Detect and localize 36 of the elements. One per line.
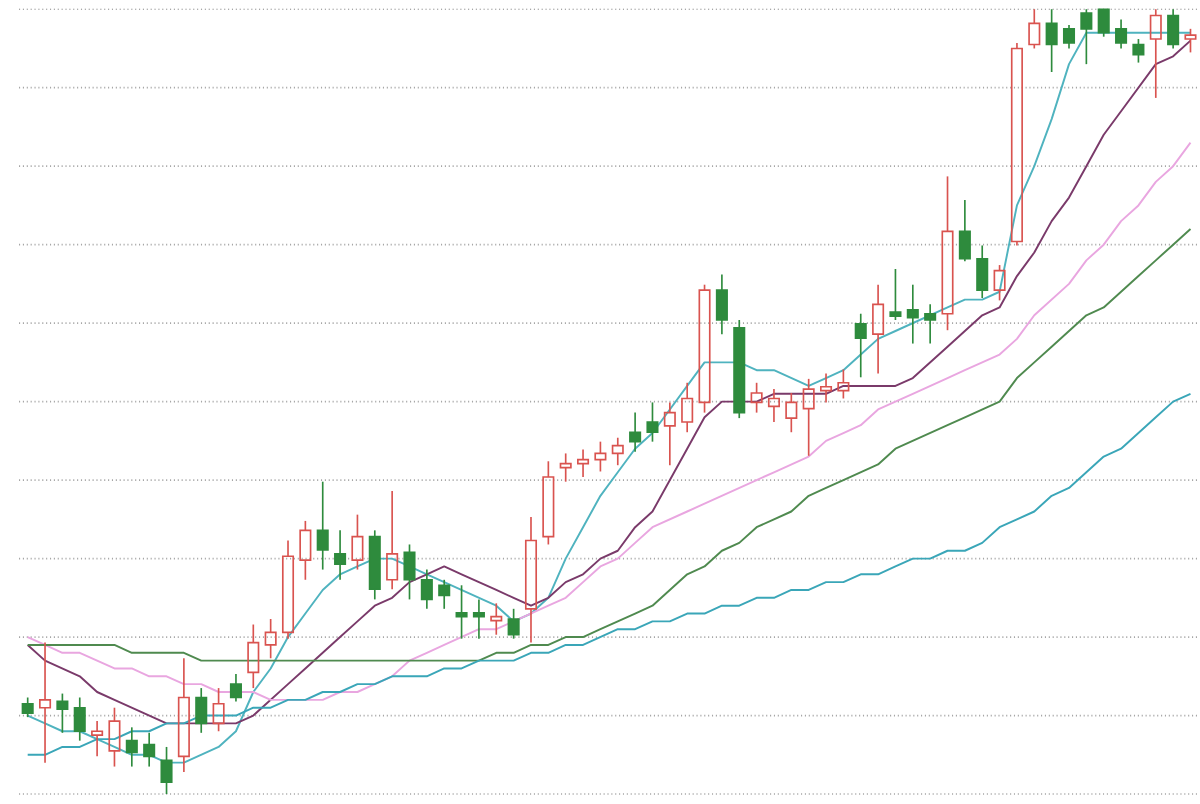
- candlestick: [524, 516, 538, 644]
- candlestick: [334, 529, 347, 581]
- candlestick: [681, 382, 694, 434]
- candlestick: [281, 540, 295, 640]
- candlestick: [629, 412, 642, 454]
- candlestick: [143, 732, 156, 768]
- candlestick: [125, 726, 138, 768]
- candlestick: [733, 319, 746, 420]
- candlestick: [854, 313, 867, 379]
- candlestick: [39, 642, 52, 764]
- candlestick: [611, 437, 624, 467]
- candlestick: [767, 388, 780, 424]
- candlestick: [1149, 8, 1162, 100]
- candlestick: [663, 401, 676, 467]
- candlestick: [177, 657, 190, 774]
- candlestick: [906, 284, 919, 345]
- candlestick: [316, 481, 329, 571]
- candlestick: [368, 529, 381, 601]
- candlestick: [420, 569, 433, 611]
- candlestick: [872, 284, 885, 375]
- candlestick: [386, 490, 399, 591]
- candlestick: [472, 598, 485, 640]
- candlestick: [91, 720, 104, 758]
- candlestick: [715, 274, 728, 336]
- candlestick: [924, 303, 937, 345]
- candlestick: [802, 378, 815, 457]
- candlestick: [785, 392, 798, 434]
- candlestick: [490, 602, 503, 636]
- candlestick: [559, 452, 572, 483]
- candlestick: [195, 687, 208, 735]
- candlestick: [247, 624, 260, 690]
- candlestick: [577, 449, 590, 479]
- candlestick: [976, 245, 989, 300]
- candlestick: [73, 697, 86, 742]
- candlestick: [819, 372, 833, 404]
- candlestick: [455, 584, 468, 640]
